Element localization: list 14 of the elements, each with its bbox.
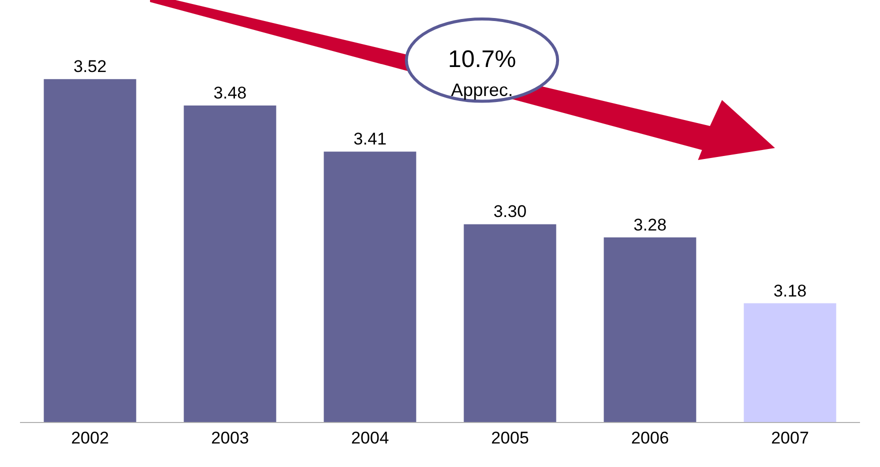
data-label: 3.52 (73, 57, 107, 76)
x-tick-label: 2004 (351, 428, 389, 448)
data-label: 3.41 (353, 130, 387, 149)
x-tick-label: 2007 (771, 428, 809, 448)
data-label: 3.30 (493, 202, 527, 222)
x-tick-label: 2005 (491, 428, 529, 448)
data-label: 3.18 (773, 281, 807, 300)
x-tick-label: 2003 (211, 428, 249, 448)
x-tick-label: 2006 (631, 428, 669, 448)
data-label: 3.28 (633, 215, 667, 234)
annotation: Apprec. (451, 80, 514, 100)
annotation: 10.7% (448, 46, 516, 73)
x-tick-label: 2002 (71, 428, 109, 448)
data-label: 3.48 (213, 84, 247, 102)
